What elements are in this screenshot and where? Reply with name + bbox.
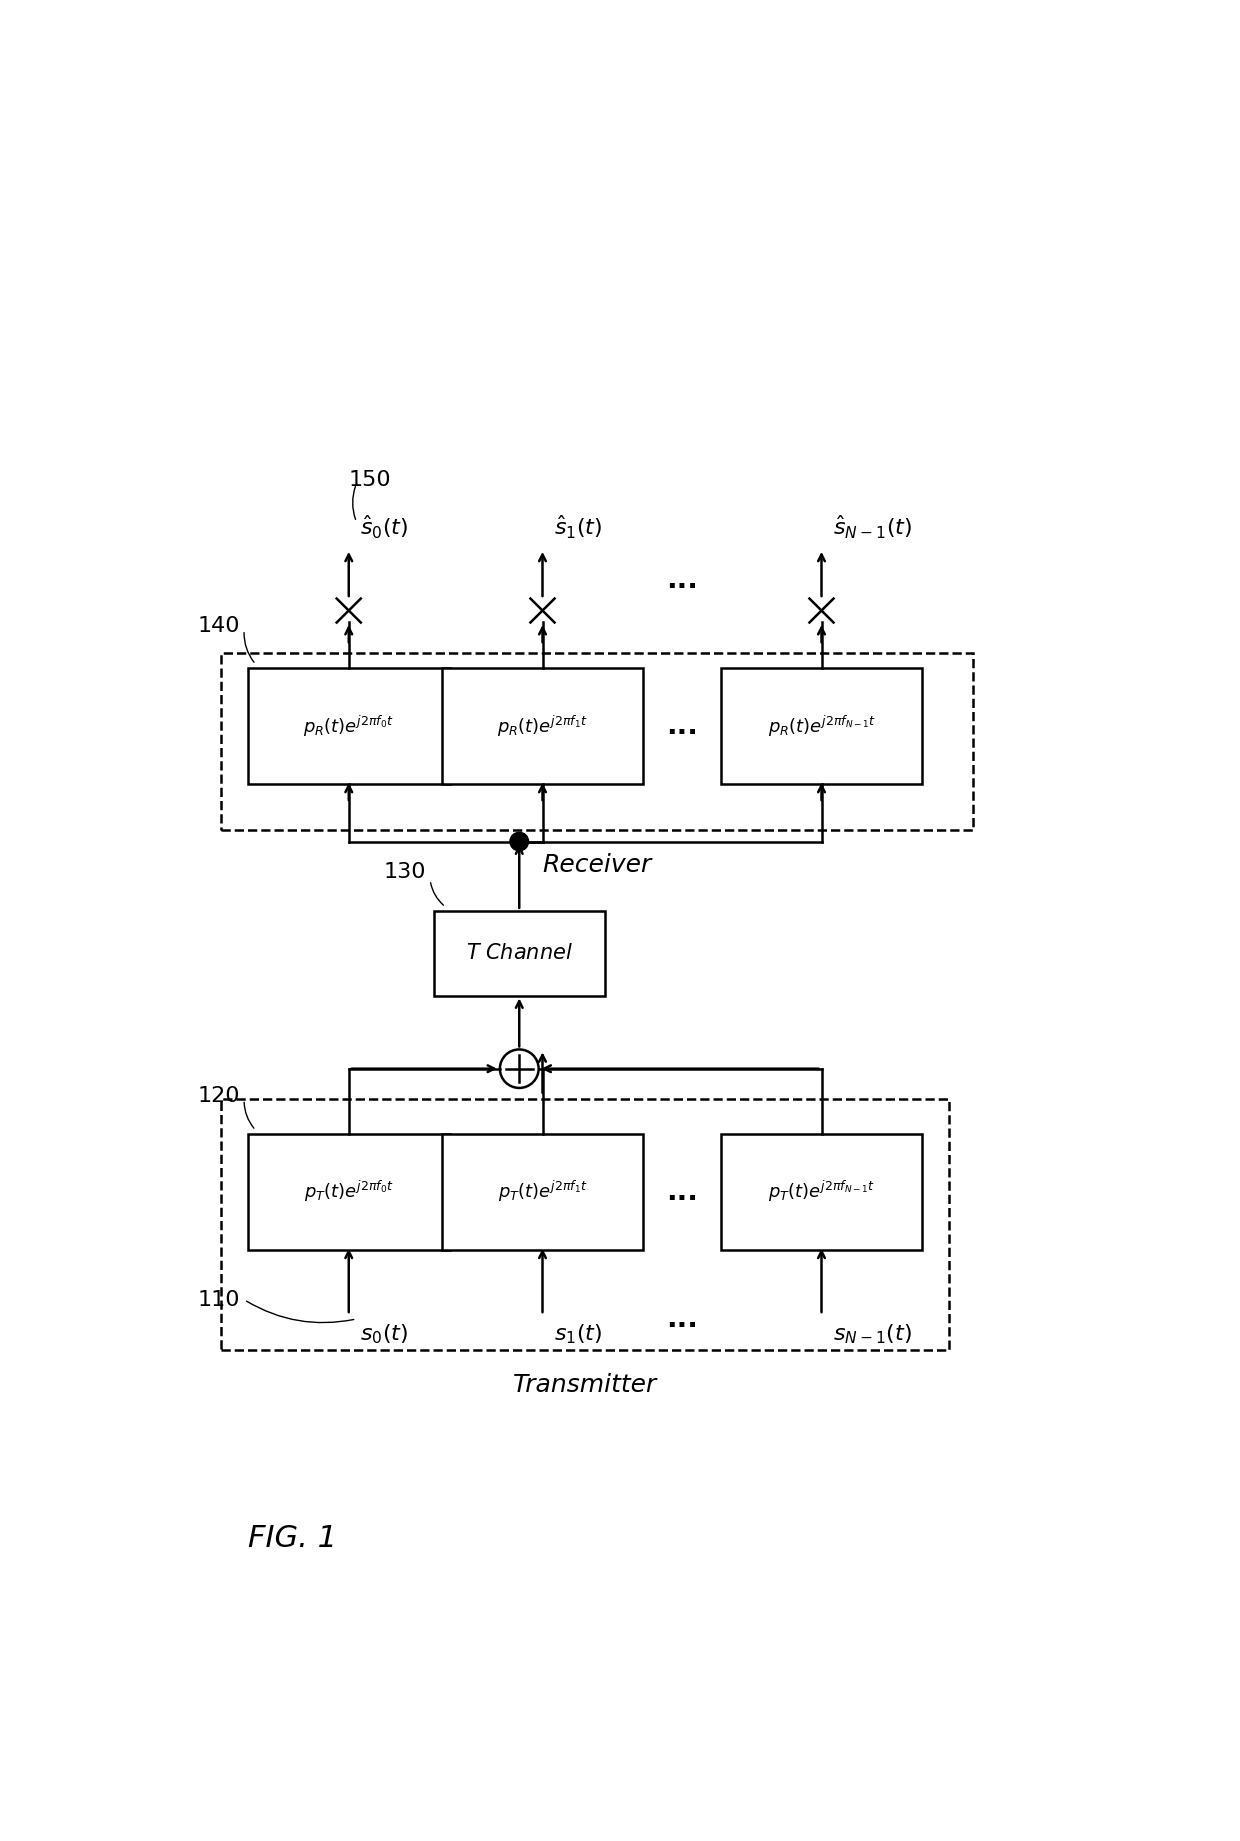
Bar bbox=[248, 1134, 449, 1250]
Text: Receiver: Receiver bbox=[542, 852, 651, 876]
Text: $p_T(t)e^{j2\pi f_1 t}$: $p_T(t)e^{j2\pi f_1 t}$ bbox=[497, 1180, 588, 1204]
Text: $p_T(t)e^{j2\pi f_0 t}$: $p_T(t)e^{j2\pi f_0 t}$ bbox=[304, 1180, 393, 1204]
Bar bbox=[221, 654, 972, 830]
Text: ...: ... bbox=[666, 1305, 698, 1333]
Bar bbox=[441, 668, 644, 784]
Text: $p_T(t)e^{j2\pi f_{N-1} t}$: $p_T(t)e^{j2\pi f_{N-1} t}$ bbox=[768, 1180, 875, 1204]
Text: 130: 130 bbox=[383, 862, 427, 882]
Text: ...: ... bbox=[666, 1178, 698, 1206]
Text: 150: 150 bbox=[348, 469, 392, 490]
Text: $p_R(t)e^{j2\pi f_{N-1} t}$: $p_R(t)e^{j2\pi f_{N-1} t}$ bbox=[768, 714, 875, 738]
Bar bbox=[434, 911, 605, 996]
Text: $\hat{s}_{N-1}(t)$: $\hat{s}_{N-1}(t)$ bbox=[833, 514, 913, 541]
Text: $s_1(t)$: $s_1(t)$ bbox=[554, 1324, 603, 1346]
Bar bbox=[441, 1134, 644, 1250]
Text: ...: ... bbox=[666, 565, 698, 595]
Bar bbox=[720, 1134, 923, 1250]
Text: $s_0(t)$: $s_0(t)$ bbox=[361, 1324, 409, 1346]
Bar bbox=[720, 668, 923, 784]
Text: FIG. 1: FIG. 1 bbox=[248, 1524, 337, 1554]
Text: ...: ... bbox=[666, 712, 698, 740]
Text: $T$ Channel: $T$ Channel bbox=[466, 943, 573, 963]
Text: 140: 140 bbox=[197, 617, 241, 635]
Text: 120: 120 bbox=[197, 1086, 241, 1106]
Text: $p_R(t)e^{j2\pi f_1 t}$: $p_R(t)e^{j2\pi f_1 t}$ bbox=[497, 714, 588, 738]
Text: $\hat{s}_0(t)$: $\hat{s}_0(t)$ bbox=[361, 514, 409, 541]
Text: $p_R(t)e^{j2\pi f_0 t}$: $p_R(t)e^{j2\pi f_0 t}$ bbox=[304, 714, 394, 738]
Circle shape bbox=[510, 832, 528, 851]
Text: Transmitter: Transmitter bbox=[513, 1373, 657, 1397]
Bar bbox=[248, 668, 449, 784]
Bar bbox=[221, 1099, 950, 1349]
Text: $\hat{s}_1(t)$: $\hat{s}_1(t)$ bbox=[554, 514, 603, 541]
Text: $s_{N-1}(t)$: $s_{N-1}(t)$ bbox=[833, 1324, 913, 1346]
Text: 110: 110 bbox=[197, 1291, 241, 1309]
